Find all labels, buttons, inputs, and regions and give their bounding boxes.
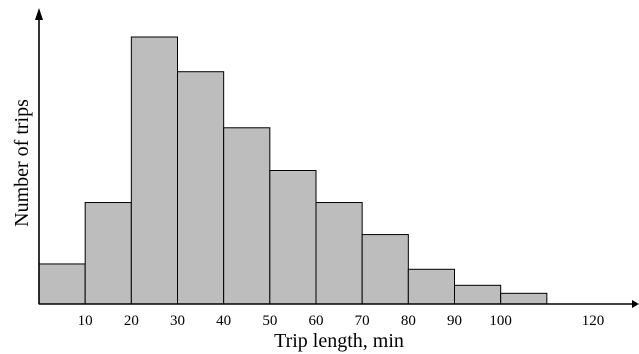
histogram-bar: [269, 170, 317, 305]
x-axis-arrow-icon: [632, 300, 639, 308]
x-tick-label: 30: [170, 313, 185, 329]
histogram-bar: [361, 234, 409, 305]
histogram-bar: [500, 292, 548, 305]
histogram-bar: [407, 268, 456, 305]
histogram-bar: [223, 127, 271, 305]
histogram-bar: [454, 284, 502, 305]
x-tick-label: 90: [447, 313, 462, 329]
x-tick-label: 40: [216, 313, 231, 329]
x-tick-label: 60: [309, 313, 324, 329]
x-tick-label: 70: [355, 313, 370, 329]
x-axis-label: Trip length, min: [274, 330, 404, 352]
histogram-bar: [38, 263, 86, 305]
x-tick-label: 20: [124, 313, 139, 329]
x-tick-label: 10: [78, 313, 93, 329]
y-axis-arrow-icon: [35, 8, 43, 20]
x-tick-label: 120: [582, 313, 605, 329]
x-tick-label: 100: [489, 313, 512, 329]
x-tick-label: 50: [262, 313, 277, 329]
y-axis-label: Number of trips: [11, 99, 33, 227]
histogram-bar: [315, 202, 363, 305]
x-tick-label: 80: [401, 313, 416, 329]
histogram-bar: [84, 202, 132, 305]
histogram-bar: [130, 36, 178, 305]
histogram-bar: [177, 71, 225, 305]
bar-group: [38, 36, 548, 305]
x-tick-labels: 10 20 30 40 50 60 70 80 90 100 120: [78, 313, 605, 329]
